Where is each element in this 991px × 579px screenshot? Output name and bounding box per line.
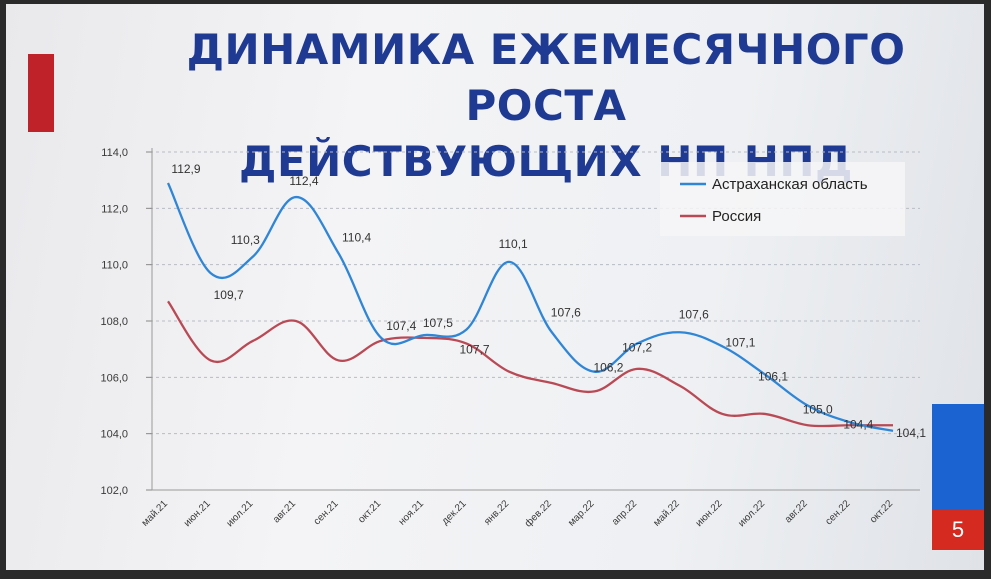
data-label-astrakhan: 107,2 [622,341,652,355]
chart-series [166,182,894,432]
x-tick-label: фев.22 [522,497,554,529]
presentation-slide: ДИНАМИКА ЕЖЕМЕСЯЧНОГО РОСТА ДЕЙСТВУЮЩИХ … [6,4,984,570]
y-tick-label: 104,0 [100,429,128,441]
title-line-1: ДИНАМИКА ЕЖЕМЕСЯЧНОГО РОСТА [186,25,906,130]
x-tick-label: авг.21 [271,498,298,525]
x-tick-label: май.21 [140,498,171,529]
chart-data-labels: 112,9 109,7 110,3 112,4 110,4 107,4 107,5 107,7… [171,162,926,440]
red-accent-bar [28,54,54,132]
data-label-astrakhan: 104,1 [896,426,926,440]
x-tick-label: сен.22 [823,498,852,527]
data-label-astrakhan: 107,5 [423,316,453,330]
data-label-astrakhan: 110,4 [342,230,371,244]
x-tick-label: янв.22 [482,498,511,527]
data-label-astrakhan: 107,7 [460,342,490,356]
data-label-astrakhan: 107,1 [725,335,755,349]
chart-legend: Астраханская область Россия [660,162,905,236]
page-number: 5 [951,517,965,542]
series-line-astrakhan [166,182,894,432]
data-label-astrakhan: 109,7 [214,288,244,302]
data-label-astrakhan: 112,9 [171,162,200,176]
slide-title: ДИНАМИКА ЕЖЕМЕСЯЧНОГО РОСТА ДЕЙСТВУЮЩИХ … [116,22,976,190]
x-tick-label: мар.22 [566,498,597,529]
data-label-astrakhan: 106,2 [593,361,623,375]
page-number-badge: 5 [932,510,984,550]
data-label-astrakhan: 110,1 [499,237,528,251]
data-label-astrakhan: 107,6 [679,307,709,321]
legend-label-russia: Россия [712,208,761,225]
x-tick-label: окт.21 [356,498,383,525]
data-label-astrakhan: 110,3 [231,233,260,247]
x-tick-label: ноя.21 [397,498,427,528]
x-tick-label: май.22 [652,498,683,529]
legend-box [660,162,905,236]
y-tick-label: 114,0 [101,147,128,159]
x-tick-label: авг.22 [783,498,810,525]
x-tick-label: июл.21 [225,498,256,529]
series-line-russia [167,300,893,428]
data-label-astrakhan: 112,4 [289,174,318,188]
y-tick-label: 102,0 [100,485,128,497]
x-tick-label: сен.21 [312,498,341,527]
x-tick-label: июл.22 [736,498,767,529]
y-tick-label: 106,0 [100,372,128,384]
data-label-astrakhan: 106,1 [758,370,788,384]
x-tick-label: июн.22 [694,498,725,529]
legend-label-astrakhan: Астраханская область [712,176,868,193]
x-tick-label: июн.21 [182,498,213,529]
data-label-astrakhan: 107,6 [551,305,581,319]
y-tick-label: 110,0 [101,260,128,272]
data-label-astrakhan: 107,4 [386,319,416,333]
x-tick-label: окт.22 [868,498,895,525]
blue-accent-block [932,404,984,510]
y-tick-label: 112,0 [101,203,128,215]
x-tick-label: апр.22 [610,498,640,528]
data-label-astrakhan: 104,4 [843,417,873,431]
x-tick-label: дек.21 [440,498,469,527]
data-label-astrakhan: 105,0 [803,403,833,417]
y-tick-label: 108,0 [100,316,128,328]
